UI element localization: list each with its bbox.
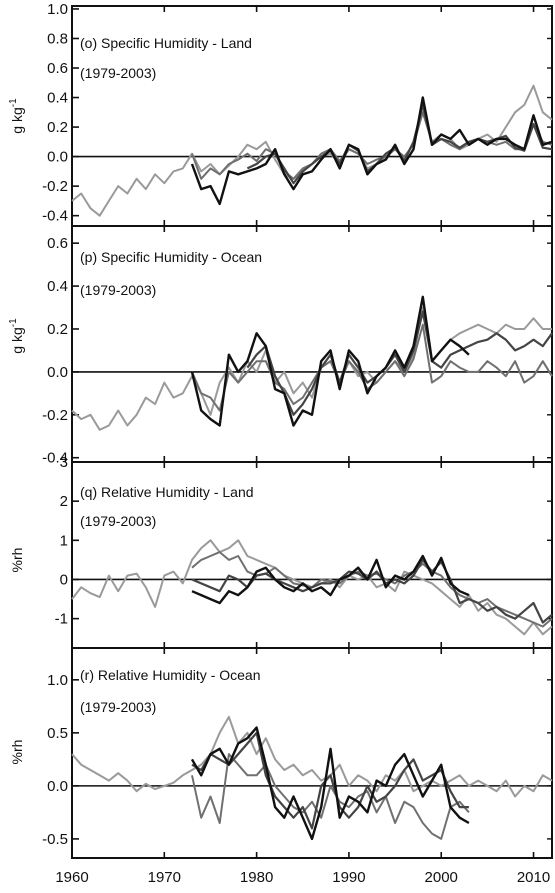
series-line-3 [246, 103, 553, 185]
plot-frame [71, 647, 553, 859]
series-line-1 [71, 84, 553, 217]
y-tick-label: 0.0 [47, 364, 68, 381]
series-line-4 [190, 96, 553, 206]
y-tick-label: -0.4 [42, 450, 68, 467]
y-tick-label: 0.5 [47, 725, 68, 742]
panel-o: g kg-1 1.0 0.8 0.6 0.4 0.2 0.0 -0.2 -0.4 (o) Spe… [8, 1, 553, 227]
panel-period: (1979-2003) [80, 699, 156, 715]
y-tick-label: 0.8 [47, 30, 68, 47]
y-axis-label-exponent: -1 [8, 318, 19, 327]
panel-title: (o) Specific Humidity - Land [80, 35, 252, 51]
series-line-2 [191, 111, 553, 180]
y-tick-label: 3 [60, 454, 68, 471]
y-tick-label: 0.6 [47, 235, 68, 252]
x-axis: 1960 1970 1980 1990 2000 2010 [55, 869, 550, 886]
y-tick-label: 0.4 [47, 90, 68, 107]
series-line-2 [191, 323, 553, 412]
y-tick-label: -0.2 [42, 407, 68, 424]
y-axis-label-unit: g kg [9, 327, 25, 353]
y-tick-label: -0.4 [42, 208, 68, 225]
y-tick-label: 2 [60, 493, 68, 510]
y-tick-label: 1.0 [47, 672, 68, 689]
y-tick-label: 0.2 [47, 119, 68, 136]
x-tick-label: 1980 [240, 869, 273, 886]
series-line-4 [190, 726, 470, 841]
x-tick-label: 1970 [148, 869, 181, 886]
y-tick-label: -0.5 [42, 831, 68, 848]
y-tick-label: 0 [60, 571, 68, 588]
panel-period: (1979-2003) [80, 513, 156, 529]
x-tick-label: 2010 [517, 869, 550, 886]
y-tick-label: 0.6 [47, 60, 68, 77]
y-tick-label: -0.2 [42, 178, 68, 195]
panel-title: (p) Specific Humidity - Ocean [80, 249, 262, 265]
x-tick-label: 1990 [332, 869, 365, 886]
y-axis-label: %rh [9, 740, 25, 765]
series-line-4 [191, 554, 470, 605]
y-axis-label: %rh [9, 548, 25, 573]
panel-r: %rh 1.0 0.5 0.0 -0.5 (r) Relative Humidity -… [9, 647, 553, 859]
y-axis-label: g kg-1 [8, 318, 25, 354]
y-tick-label: 1.0 [47, 1, 68, 18]
y-axis-label-exponent: -1 [8, 98, 19, 107]
x-tick-label: 2000 [425, 869, 458, 886]
panel-period: (1979-2003) [80, 65, 156, 81]
y-tick-label: -1 [55, 611, 68, 628]
y-axis-label-unit: g kg [9, 107, 25, 133]
y-tick-label: 0.0 [47, 778, 68, 795]
series-line-2 [191, 753, 470, 840]
series-line-3 [191, 731, 469, 830]
panel-period: (1979-2003) [80, 282, 156, 298]
series-line-1 [71, 306, 552, 431]
panel-title: (q) Relative Humidity - Land [80, 484, 254, 500]
panel-title: (r) Relative Humidity - Ocean [80, 667, 261, 683]
x-tick-label: 1960 [55, 869, 88, 886]
y-tick-label: 0.4 [47, 278, 68, 295]
panel-q: %rh 3 2 1 0 -1 (q) Relative Humidity - Land (1… [9, 454, 553, 649]
panel-p: g kg-1 0.6 0.4 0.2 0.0 -0.2 -0.4 (p) Specific … [8, 225, 553, 467]
series-line-4 [190, 295, 470, 427]
y-tick-label: 0.2 [47, 321, 68, 338]
series-line-3 [246, 310, 553, 416]
y-tick-label: 0.0 [47, 149, 68, 166]
y-axis-label: g kg-1 [8, 98, 25, 134]
y-tick-label: 1 [60, 532, 68, 549]
series-line-1 [71, 715, 553, 798]
